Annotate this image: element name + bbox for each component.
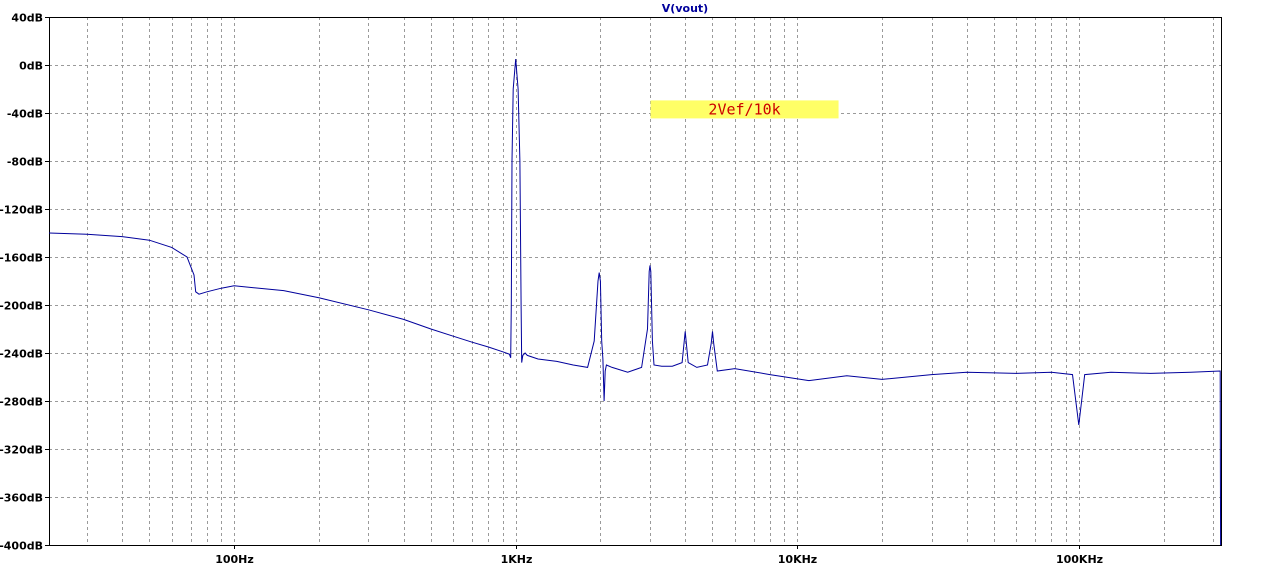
y-tick-label: 0dB (19, 60, 43, 73)
y-tick-label: -360dB (0, 492, 43, 505)
x-tick-label: 100Hz (215, 553, 254, 566)
annotation-label: 2Vef/10k (708, 100, 780, 118)
plot-frame (49, 17, 1222, 546)
x-axis-ticks: 100Hz 1KHz 10KHz 100KHz (215, 545, 1103, 566)
y-tick-label: -240dB (0, 348, 43, 361)
plot-annotation: 2Vef/10k (650, 100, 839, 119)
y-tick-label: -80dB (7, 156, 43, 169)
y-tick-label: -280dB (0, 396, 43, 409)
y-axis-ticks: 40dB 0dB -40dB -80dB -120dB -160dB -200dB -240d… (0, 12, 49, 553)
y-tick-label: -200dB (0, 300, 43, 313)
chart-title: V(vout) (662, 2, 708, 15)
x-tick-label: 10KHz (778, 553, 817, 566)
y-tick-label: 40dB (11, 12, 43, 25)
y-tick-label: -40dB (7, 108, 43, 121)
y-tick-label: -400dB (0, 540, 43, 553)
grid-lines (49, 17, 1221, 546)
y-tick-label: -320dB (0, 444, 43, 457)
y-tick-label: -120dB (0, 204, 43, 217)
x-tick-label: 1KHz (501, 553, 533, 566)
series-line (48, 58, 1222, 546)
trace-layer (48, 58, 1222, 546)
x-tick-label: 100KHz (1056, 553, 1103, 566)
annotation-box (650, 100, 839, 119)
y-tick-label: -160dB (0, 252, 43, 265)
